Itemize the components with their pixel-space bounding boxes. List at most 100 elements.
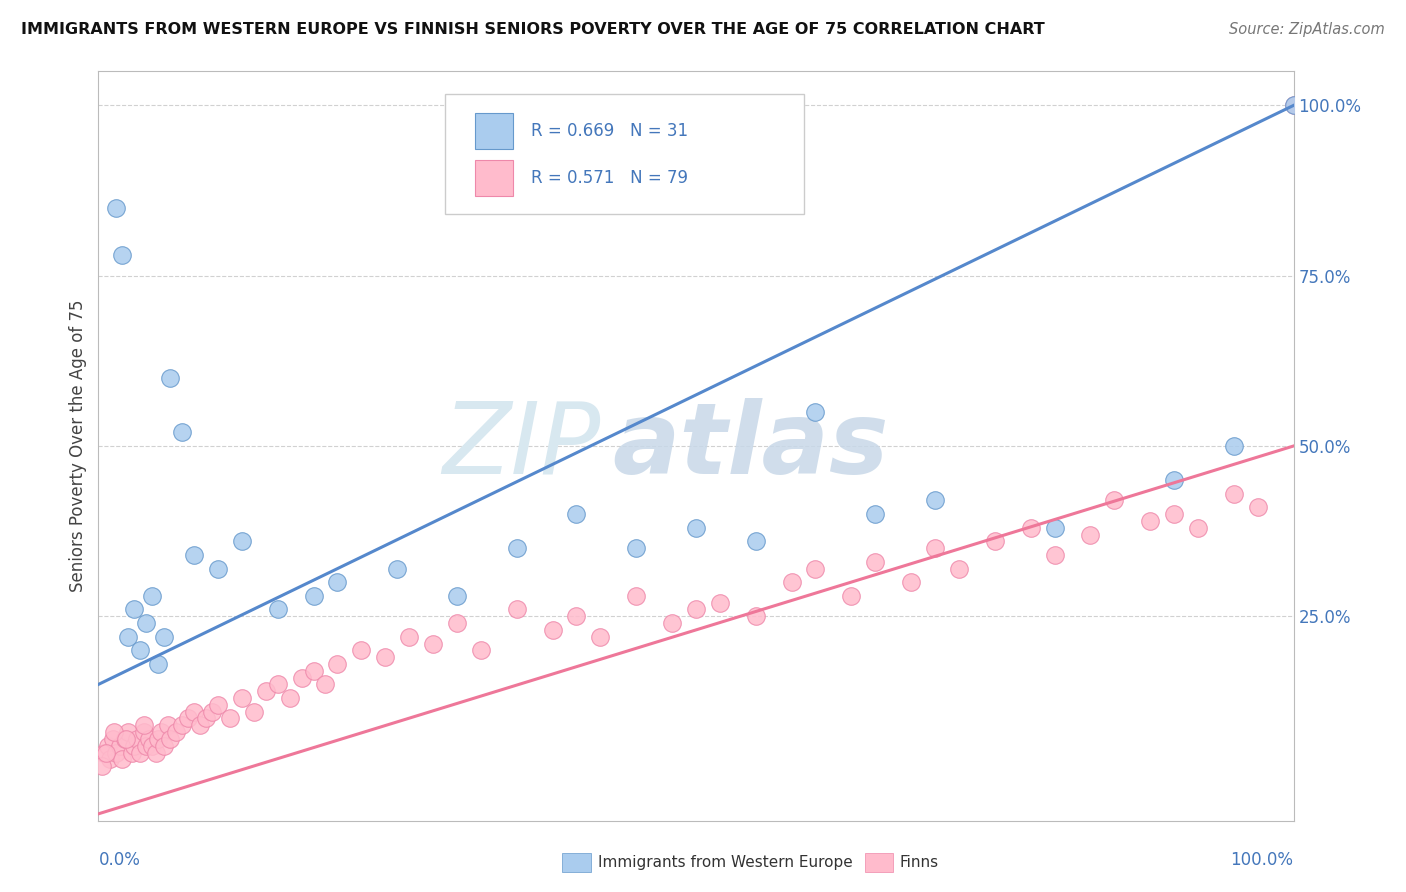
- Point: [207, 561, 229, 575]
- Point: [148, 731, 170, 746]
- Point: [984, 534, 1007, 549]
- Point: [188, 718, 211, 732]
- Point: [291, 671, 314, 685]
- Bar: [475, 112, 513, 149]
- Point: [685, 602, 707, 616]
- Text: Immigrants from Western Europe: Immigrants from Western Europe: [598, 855, 852, 870]
- Point: [1187, 521, 1209, 535]
- Point: [156, 718, 179, 732]
- Point: [924, 541, 946, 556]
- Point: [278, 691, 301, 706]
- Point: [165, 725, 187, 739]
- Point: [132, 725, 155, 739]
- Point: [865, 555, 887, 569]
- Point: [626, 541, 648, 556]
- Point: [709, 596, 731, 610]
- Point: [153, 630, 176, 644]
- Point: [117, 630, 139, 644]
- Point: [98, 752, 122, 766]
- Point: [804, 405, 827, 419]
- Point: [135, 739, 157, 753]
- Point: [93, 746, 115, 760]
- Point: [125, 731, 148, 746]
- Point: [254, 684, 277, 698]
- Point: [865, 507, 887, 521]
- Point: [183, 548, 205, 562]
- Text: ZIP: ZIP: [441, 398, 600, 494]
- Point: [1163, 507, 1185, 521]
- Point: [565, 507, 588, 521]
- Point: [1223, 439, 1246, 453]
- Point: [141, 589, 163, 603]
- Point: [267, 602, 290, 616]
- Point: [267, 677, 290, 691]
- Point: [398, 630, 420, 644]
- Point: [115, 731, 138, 746]
- Point: [661, 616, 683, 631]
- Point: [422, 636, 444, 650]
- Point: [172, 425, 194, 440]
- Y-axis label: Seniors Poverty Over the Age of 75: Seniors Poverty Over the Age of 75: [69, 300, 87, 592]
- Point: [111, 248, 134, 262]
- Point: [145, 746, 167, 760]
- Point: [315, 677, 337, 691]
- Point: [97, 739, 120, 753]
- Point: [804, 561, 827, 575]
- Point: [105, 201, 128, 215]
- Point: [103, 725, 125, 739]
- Point: [326, 657, 349, 671]
- Point: [153, 739, 176, 753]
- Point: [589, 630, 612, 644]
- Point: [565, 609, 588, 624]
- Point: [138, 731, 160, 746]
- Point: [506, 541, 529, 556]
- Point: [108, 739, 131, 753]
- Point: [183, 705, 205, 719]
- Point: [1104, 493, 1126, 508]
- Point: [129, 643, 152, 657]
- Point: [201, 705, 224, 719]
- Point: [302, 664, 325, 678]
- Point: [111, 752, 134, 766]
- Point: [446, 589, 468, 603]
- Point: [302, 589, 325, 603]
- Point: [231, 534, 253, 549]
- Point: [159, 731, 181, 746]
- Point: [94, 746, 117, 760]
- Point: [374, 650, 396, 665]
- Point: [149, 725, 172, 739]
- Point: [148, 657, 170, 671]
- Text: Source: ZipAtlas.com: Source: ZipAtlas.com: [1229, 22, 1385, 37]
- Point: [1247, 500, 1270, 515]
- Point: [924, 493, 946, 508]
- Point: [105, 746, 128, 760]
- Text: atlas: atlas: [613, 398, 889, 494]
- Point: [231, 691, 253, 706]
- Point: [177, 711, 200, 725]
- Point: [1223, 486, 1246, 500]
- Point: [900, 575, 922, 590]
- Point: [117, 725, 139, 739]
- Point: [780, 575, 803, 590]
- Point: [195, 711, 218, 725]
- Point: [132, 718, 155, 732]
- Point: [135, 616, 157, 631]
- Point: [685, 521, 707, 535]
- Text: R = 0.571   N = 79: R = 0.571 N = 79: [531, 169, 688, 186]
- Bar: [475, 160, 513, 195]
- Point: [243, 705, 266, 719]
- Point: [141, 739, 163, 753]
- Point: [745, 534, 768, 549]
- Text: R = 0.669   N = 31: R = 0.669 N = 31: [531, 121, 688, 139]
- Point: [841, 589, 863, 603]
- Point: [1019, 521, 1042, 535]
- Point: [326, 575, 349, 590]
- Text: 100.0%: 100.0%: [1230, 851, 1294, 869]
- Point: [350, 643, 373, 657]
- FancyBboxPatch shape: [446, 94, 804, 214]
- Point: [745, 609, 768, 624]
- Point: [1282, 98, 1305, 112]
- Text: 0.0%: 0.0%: [98, 851, 141, 869]
- Point: [948, 561, 970, 575]
- Point: [1043, 521, 1066, 535]
